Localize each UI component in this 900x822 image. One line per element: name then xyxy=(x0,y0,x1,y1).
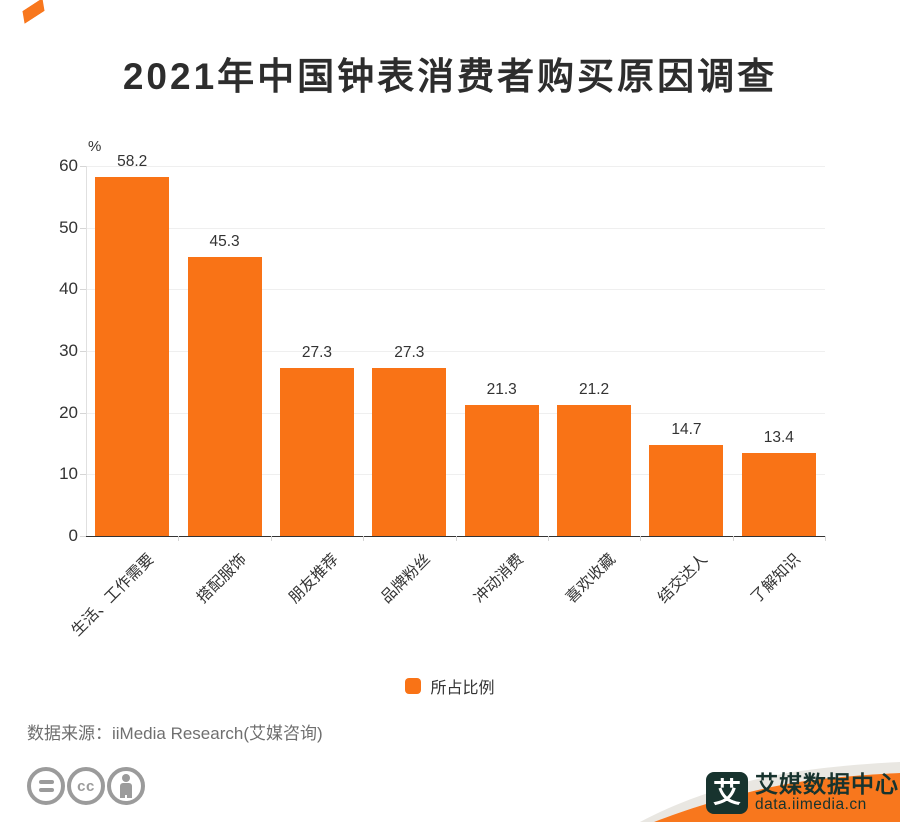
x-axis-tick xyxy=(455,536,457,541)
y-axis-tick xyxy=(80,536,86,537)
y-tick-label: 40 xyxy=(59,279,78,299)
license-icons: cc xyxy=(27,767,147,805)
bar-value-label: 27.3 xyxy=(394,343,425,361)
x-axis-tick xyxy=(270,536,272,541)
y-axis-unit-label: % xyxy=(88,138,102,155)
y-tick-label: 0 xyxy=(68,526,78,545)
bar xyxy=(741,453,816,536)
gridline xyxy=(86,474,825,476)
y-axis-tick xyxy=(80,351,86,352)
gridline xyxy=(86,412,825,414)
bar xyxy=(464,404,539,536)
logo-glyph: 艾 xyxy=(712,777,741,808)
bar-value-label: 58.2 xyxy=(117,153,148,171)
x-axis-tick xyxy=(363,536,365,541)
gridline xyxy=(86,166,825,167)
y-axis-tick xyxy=(80,412,86,414)
x-axis-tick xyxy=(825,536,826,541)
logo-name: 艾媒数据中心 xyxy=(755,771,899,797)
brand-logo: 艾 艾媒数据中心 data.iimedia.cn xyxy=(706,772,899,814)
x-axis-tick xyxy=(732,536,734,541)
y-tick-label: 30 xyxy=(59,341,78,360)
x-axis-label: 结交达人 xyxy=(655,550,712,607)
bar-value-label: 21.2 xyxy=(578,381,610,399)
bar xyxy=(95,177,170,536)
bar-value-label: 45.3 xyxy=(209,232,240,250)
x-axis-label: 喜欢收藏 xyxy=(563,550,619,607)
bar-value-label: 27.3 xyxy=(301,343,333,361)
bar xyxy=(279,367,354,536)
gridline xyxy=(86,227,825,229)
y-axis-line xyxy=(86,166,87,536)
legend: 所占比例 xyxy=(0,676,900,697)
bar-value-label: 21.3 xyxy=(486,380,517,398)
y-tick-label: 50 xyxy=(59,217,78,237)
cc-icon: cc xyxy=(67,767,105,805)
bar xyxy=(372,367,447,536)
x-axis-label: 冲动消费 xyxy=(470,550,527,607)
legend-swatch xyxy=(405,678,422,694)
y-tick-label: 20 xyxy=(59,402,78,422)
x-axis-tick xyxy=(547,536,549,541)
bar-value-label: 13.4 xyxy=(763,429,794,447)
bar xyxy=(649,445,724,536)
x-axis-tick xyxy=(640,536,642,541)
x-axis-label: 朋友推荐 xyxy=(285,550,342,607)
x-axis-label: 了解知识 xyxy=(747,550,804,607)
chart-title: 2021年中国钟表消费者购买原因调查 xyxy=(122,56,778,97)
y-tick-label: 60 xyxy=(59,156,78,175)
gridline xyxy=(86,351,825,352)
y-axis-tick xyxy=(80,474,86,476)
bar xyxy=(187,256,262,536)
equals-icon xyxy=(27,767,65,805)
x-axis-tick xyxy=(178,536,180,541)
y-tick-label: 10 xyxy=(59,464,78,484)
y-axis-tick xyxy=(80,227,86,229)
x-axis-label: 品牌粉丝 xyxy=(378,550,435,607)
bar-value-label: 14.7 xyxy=(671,421,702,439)
x-axis-label: 生活、工作需要 xyxy=(68,550,158,640)
data-source-note: 数据来源：iiMedia Research(艾媒咨询) xyxy=(27,724,323,743)
bar xyxy=(557,405,632,536)
person-icon xyxy=(107,767,145,805)
y-axis-tick xyxy=(80,166,86,167)
gridline xyxy=(86,289,825,291)
x-axis-label: 搭配服饰 xyxy=(193,550,250,607)
logo-square-icon: 艾 xyxy=(706,772,748,814)
corner-ribbon xyxy=(18,0,49,24)
legend-label: 所占比例 xyxy=(430,680,495,697)
y-axis-tick xyxy=(80,289,86,291)
logo-url: data.iimedia.cn xyxy=(755,796,867,813)
